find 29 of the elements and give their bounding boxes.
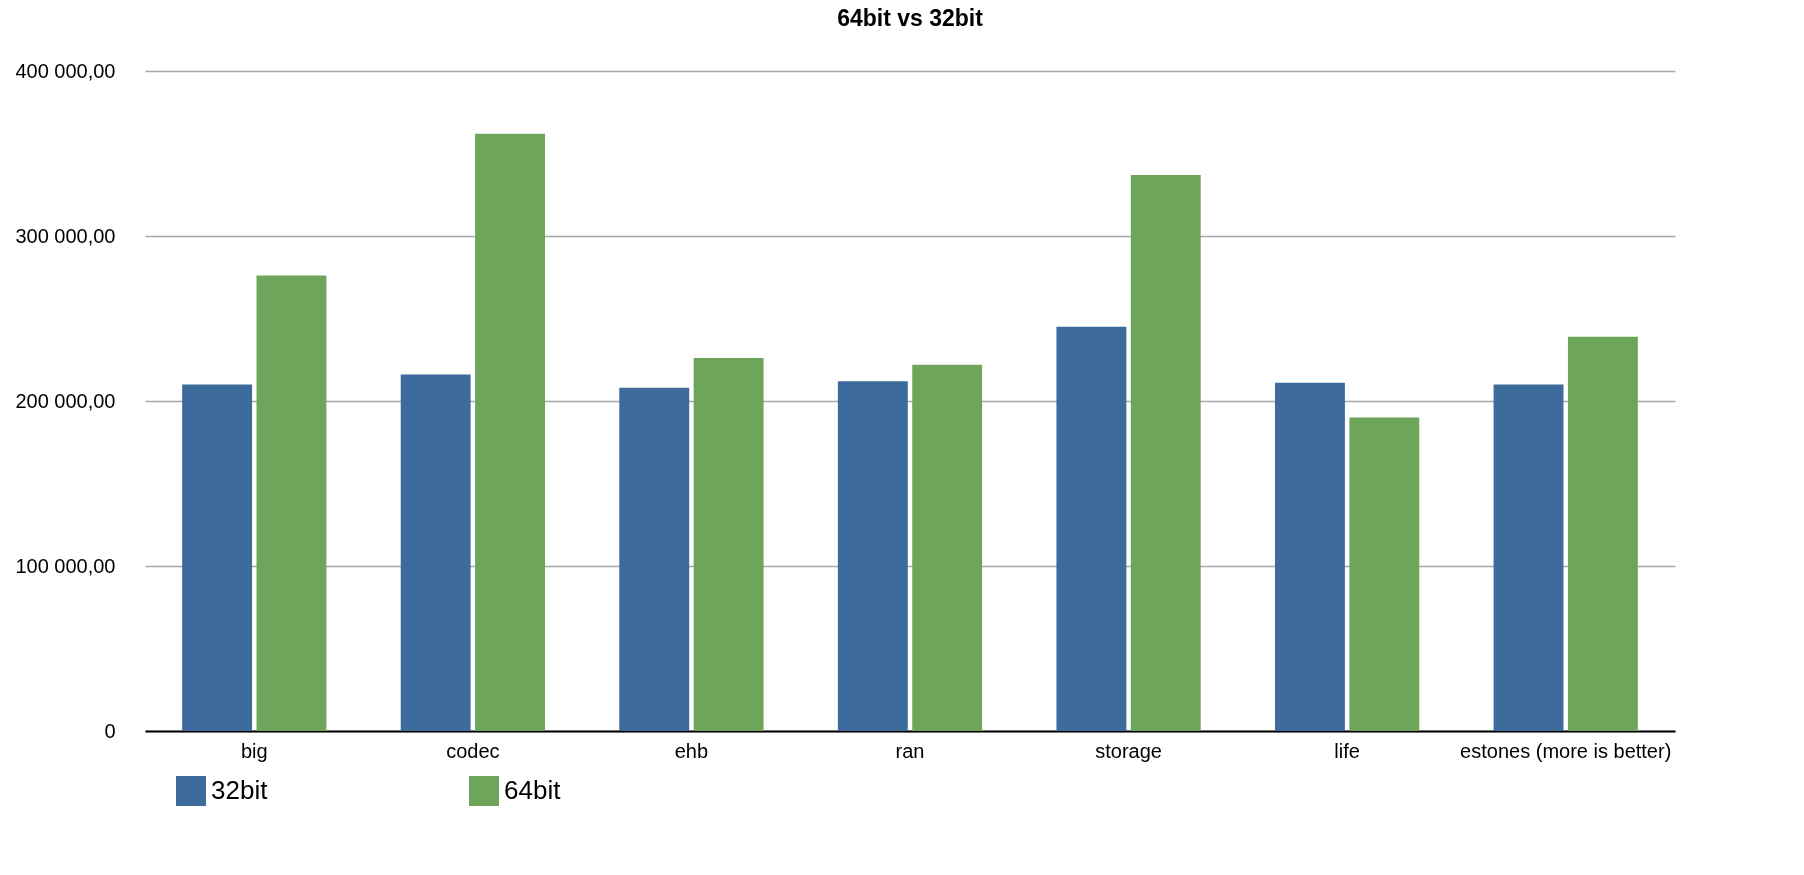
bar [1275, 382, 1345, 731]
bar [182, 384, 253, 731]
bar [400, 374, 471, 731]
x-tick-label: codec [446, 739, 500, 762]
bar [693, 358, 764, 731]
y-tick-label: 200 000,00 [15, 389, 116, 412]
x-tick-label: ehb [674, 739, 709, 762]
x-tick-label: life [1334, 739, 1360, 762]
bar [619, 387, 690, 731]
bar [1130, 174, 1201, 731]
y-tick-label: 0 [104, 719, 116, 742]
y-tick-label: 400 000,00 [15, 59, 116, 82]
bar [837, 381, 908, 731]
legend-label: 32bit [211, 775, 269, 805]
bar [912, 364, 983, 731]
y-tick-label: 300 000,00 [15, 224, 116, 247]
bar [475, 133, 545, 731]
bar [1349, 417, 1420, 731]
chart-title: 64bit vs 32bit [837, 5, 984, 31]
x-tick-label: big [240, 739, 268, 762]
y-tick-label: 100 000,00 [15, 554, 116, 577]
x-tick-label: estones (more is better) [1460, 739, 1672, 762]
bar [1567, 336, 1638, 731]
x-tick-label: storage [1095, 739, 1162, 762]
bar [1493, 384, 1564, 731]
legend-label: 64bit [504, 775, 562, 805]
bar [256, 275, 327, 731]
x-tick-label: ran [895, 739, 925, 762]
bar [1056, 326, 1127, 731]
